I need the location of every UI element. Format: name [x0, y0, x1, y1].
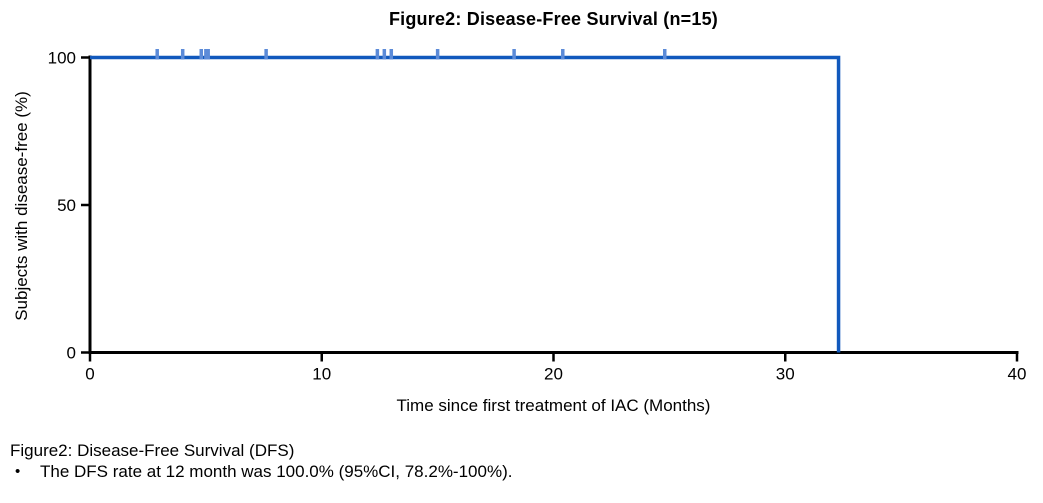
x-tick-label: 30	[776, 365, 795, 384]
caption-bullet-line: • The DFS rate at 12 month was 100.0% (9…	[10, 461, 1010, 482]
caption-title: Figure2: Disease-Free Survival (DFS)	[10, 441, 295, 460]
x-tick-label: 40	[1008, 365, 1027, 384]
km-plot: 0 10 20 30 40 0 50 100	[48, 49, 1027, 384]
figure-caption: Figure2: Disease-Free Survival (DFS) • T…	[10, 440, 1010, 482]
y-tick-label: 50	[57, 196, 76, 215]
x-tick-label: 10	[312, 365, 331, 384]
x-tick-label: 20	[544, 365, 563, 384]
caption-bullet-text: The DFS rate at 12 month was 100.0% (95%…	[40, 462, 513, 481]
survival-curve	[90, 55, 841, 353]
x-axis-label: Time since first treatment of IAC (Month…	[396, 396, 711, 415]
bullet-marker: •	[15, 463, 21, 480]
chart-title: Figure2: Disease-Free Survival (n=15)	[388, 9, 719, 29]
y-tick-label: 0	[67, 344, 76, 363]
y-axis-label: Subjects with disease-free (%)	[12, 91, 31, 321]
x-tick-label: 0	[85, 365, 94, 384]
y-tick-label: 100	[48, 49, 76, 68]
